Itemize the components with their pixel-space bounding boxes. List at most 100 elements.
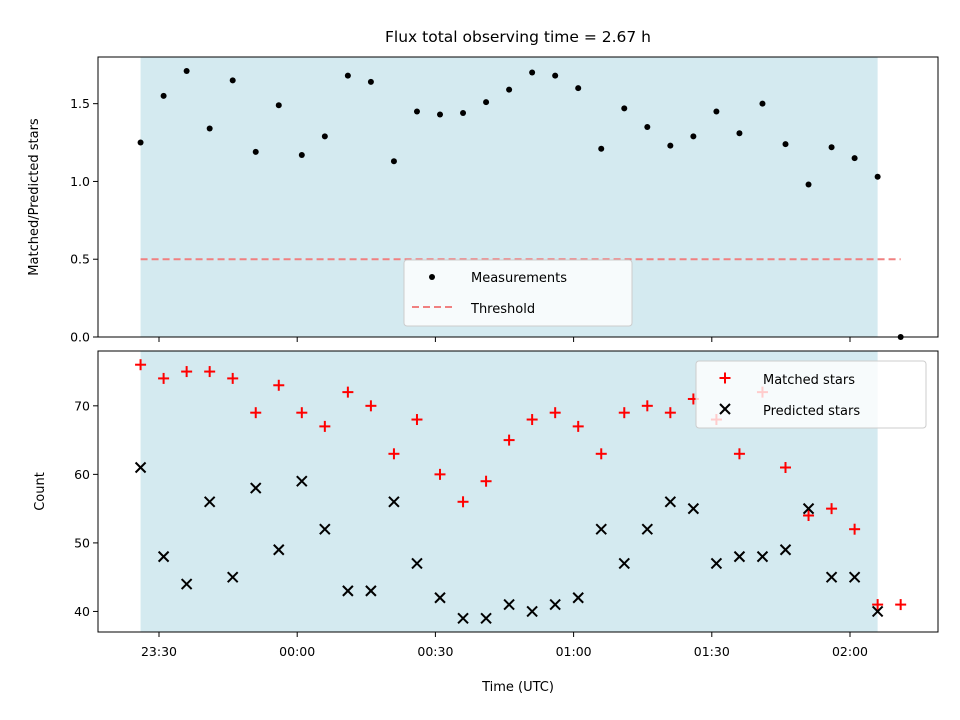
cross-b — [802, 502, 815, 515]
predicted-star-point — [687, 502, 700, 515]
matched-star-point — [780, 462, 792, 474]
predicted-star-point — [388, 496, 400, 508]
y-tick-label: 60 — [74, 467, 90, 482]
predicted-star-point — [365, 585, 377, 597]
matched-star-point — [388, 448, 400, 460]
matched-star-point — [204, 366, 216, 378]
cross-b — [848, 571, 861, 583]
cross-b — [480, 612, 492, 624]
predicted-star-point — [226, 571, 239, 583]
x-tick-label: 23:30 — [141, 644, 177, 659]
x-tick-label: 00:00 — [279, 644, 315, 659]
measurement-point — [437, 111, 444, 118]
chart-title: Flux total observing time = 2.67 h — [385, 28, 651, 46]
measurement-point — [575, 85, 582, 92]
legend-label-measurements: Measurements — [471, 271, 567, 286]
matched-star-point — [872, 599, 884, 611]
y-tick-label: 0.0 — [70, 330, 90, 345]
measurement-point — [483, 99, 490, 106]
bottom-plot-frame — [97, 350, 939, 633]
predicted-star-point — [618, 557, 630, 570]
predicted-star-point — [250, 482, 262, 494]
predicted-star-point — [134, 461, 147, 474]
matched-star-point — [595, 448, 607, 460]
legend-box — [403, 259, 633, 327]
matched-star-point — [526, 414, 538, 426]
top-legend: Measurements Threshold — [403, 259, 633, 327]
y-tick-label: 50 — [74, 535, 90, 550]
matched-star-point — [135, 359, 147, 371]
matched-star-point — [296, 407, 308, 419]
cross-b — [203, 496, 216, 508]
measurement-point — [160, 92, 167, 99]
bottom-y-axis: 40 50 60 70 — [74, 398, 98, 619]
legend-label-matched: Matched stars — [763, 373, 855, 388]
cross-b — [549, 598, 561, 611]
cross-b — [250, 482, 262, 494]
cross-b — [434, 592, 446, 604]
cross-b — [664, 496, 677, 508]
predicted-star-point — [296, 475, 308, 487]
matched-star-point — [227, 372, 239, 384]
matched-star-point — [641, 400, 653, 412]
predicted-star-point — [802, 502, 815, 515]
matched-star-point — [365, 400, 377, 412]
x-tick-label: 01:00 — [556, 644, 592, 659]
measurement-point — [137, 139, 144, 146]
predicted-star-point — [342, 585, 354, 597]
predicted-star-point — [733, 550, 746, 563]
measurement-points — [137, 68, 904, 340]
measurement-point — [321, 133, 328, 140]
cross-b — [226, 571, 239, 583]
matched-star-point — [457, 496, 469, 508]
measurement-point — [782, 141, 789, 148]
measurement-point — [390, 158, 397, 165]
measurement-point — [851, 155, 858, 162]
measurement-point — [874, 173, 881, 180]
cross-b — [595, 523, 607, 535]
cross-b — [572, 592, 584, 604]
matched-stars-points — [135, 359, 907, 611]
measurement-point — [552, 72, 559, 79]
matched-star-point — [503, 434, 515, 446]
cross-b — [388, 496, 400, 508]
measurement-point — [736, 130, 743, 137]
measurement-point — [713, 108, 720, 115]
predicted-star-point — [572, 592, 584, 604]
measurement-point — [598, 145, 605, 152]
predicted-star-point — [480, 612, 492, 624]
matched-star-point — [849, 523, 861, 535]
y-tick-label: 0.5 — [70, 252, 90, 267]
matched-star-point — [342, 386, 354, 398]
cross-b — [273, 544, 285, 556]
y-tick-label: 1.0 — [70, 174, 90, 189]
predicted-star-point — [848, 571, 861, 583]
measurement-point — [529, 69, 536, 76]
cross-b — [733, 550, 746, 563]
matched-star-point — [618, 407, 630, 419]
matched-star-point — [549, 407, 561, 419]
measurement-point — [644, 124, 651, 130]
top-y-axis-label: Matched/Predicted stars — [27, 118, 42, 276]
predicted-star-point — [526, 605, 538, 618]
cross-b — [871, 605, 884, 618]
cross-b — [296, 475, 308, 487]
y-tick-label: 1.5 — [70, 96, 90, 111]
predicted-star-point — [319, 523, 331, 535]
measurement-point — [344, 72, 351, 79]
x-axis: 23:30 00:00 00:30 01:00 01:30 02:00 — [141, 632, 868, 659]
matched-star-point — [664, 407, 676, 419]
matched-star-point — [895, 599, 907, 611]
matched-star-point — [319, 420, 331, 432]
matched-star-point — [733, 448, 745, 460]
matched-star-point — [273, 379, 285, 391]
y-tick-label: 40 — [74, 604, 90, 619]
measurement-point — [805, 181, 812, 188]
measurement-point — [690, 133, 697, 140]
predicted-star-point — [503, 598, 515, 611]
cross-b — [365, 585, 377, 597]
matched-star-point — [480, 475, 492, 487]
matched-star-point — [181, 366, 193, 378]
